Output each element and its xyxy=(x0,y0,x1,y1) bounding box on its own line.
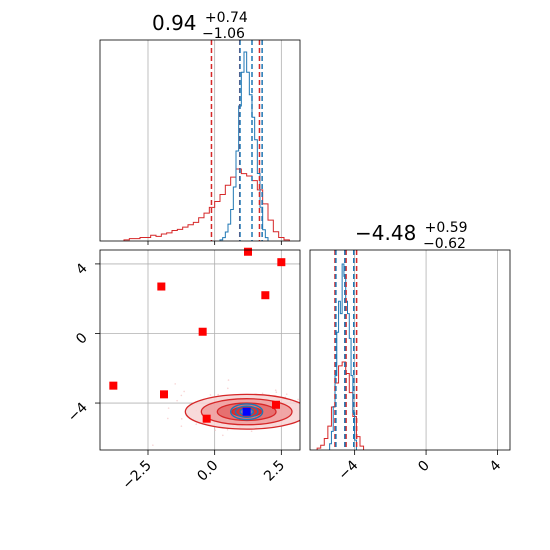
truth-marker xyxy=(242,407,251,416)
sample-point xyxy=(306,414,308,416)
title-param2-plus: +0.59 xyxy=(425,220,468,236)
y-tick-label: 4 xyxy=(73,260,91,278)
hist-narrow-param2 xyxy=(329,263,357,450)
red-square-marker xyxy=(244,247,252,256)
contour-narrow xyxy=(234,405,259,419)
sample-point xyxy=(308,415,310,417)
sample-point xyxy=(180,394,183,397)
frame-joint xyxy=(99,249,301,451)
red-square-marker xyxy=(272,400,280,409)
y-tick-label: 0 xyxy=(73,330,91,348)
sample-point xyxy=(303,412,305,414)
sample-point xyxy=(307,429,309,431)
sample-point xyxy=(331,398,333,400)
x-tick-label: 0.0 xyxy=(194,458,221,485)
red-square-marker xyxy=(157,282,166,291)
y-tick-label: −4 xyxy=(65,399,91,425)
red-square-marker xyxy=(277,258,286,267)
sample-point xyxy=(285,393,288,395)
sample-point xyxy=(275,391,278,393)
sample-point xyxy=(209,394,212,396)
sample-point xyxy=(381,407,383,409)
sample-point xyxy=(307,422,309,424)
red-square-marker xyxy=(160,390,168,399)
sample-point xyxy=(274,389,277,392)
title-param2-minus: −0.62 xyxy=(423,236,466,252)
sample-point xyxy=(227,379,230,381)
title-param2: −4.48 +0.59 −0.62 xyxy=(355,213,474,252)
x-tick-label: −4 xyxy=(336,457,362,483)
sample-point xyxy=(313,393,315,395)
sample-point xyxy=(261,392,264,395)
frame-param1 xyxy=(99,39,301,242)
sample-point xyxy=(306,434,308,436)
x-tick-label: 2.5 xyxy=(261,458,288,485)
x-tick-label: 0 xyxy=(415,458,433,476)
sample-point xyxy=(307,412,309,414)
title-param1-minus: −1.06 xyxy=(202,26,245,42)
sample-point xyxy=(226,387,229,390)
title-param1: 0.94 +0.74 −1.06 xyxy=(152,3,254,42)
sample-point xyxy=(306,390,308,392)
hist-narrow-param1 xyxy=(219,51,269,241)
sample-point xyxy=(167,407,170,409)
red-square-marker xyxy=(198,327,207,336)
title-param1-plus: +0.74 xyxy=(205,10,248,26)
sample-point xyxy=(325,410,327,412)
sample-point xyxy=(195,423,198,425)
sample-point xyxy=(174,383,177,385)
sample-point xyxy=(183,390,185,393)
frame-param2 xyxy=(309,249,511,451)
red-square-marker xyxy=(202,414,211,423)
sample-point xyxy=(217,393,219,396)
red-square-marker xyxy=(109,381,118,390)
sample-point xyxy=(214,429,217,432)
title-param2-value: −4.48 xyxy=(355,221,416,245)
sample-point xyxy=(180,418,183,420)
contour-group xyxy=(152,379,383,446)
sample-point xyxy=(180,425,183,427)
sample-point xyxy=(250,430,253,433)
x-tick-label: 4 xyxy=(487,457,505,475)
contour-narrow xyxy=(229,403,264,421)
x-tick-label: −2.5 xyxy=(119,458,154,493)
sample-point xyxy=(152,444,154,446)
sample-point xyxy=(297,398,299,401)
sample-point xyxy=(303,420,305,422)
sample-point xyxy=(167,417,169,420)
sample-point xyxy=(222,434,224,437)
sample-point xyxy=(226,428,229,431)
sample-point xyxy=(176,399,178,402)
panel-1d-param2: −4 0 4 xyxy=(309,249,511,483)
red-square-marker xyxy=(261,291,270,300)
title-param1-value: 0.94 xyxy=(152,11,197,35)
panel-1d-param1 xyxy=(99,39,301,245)
